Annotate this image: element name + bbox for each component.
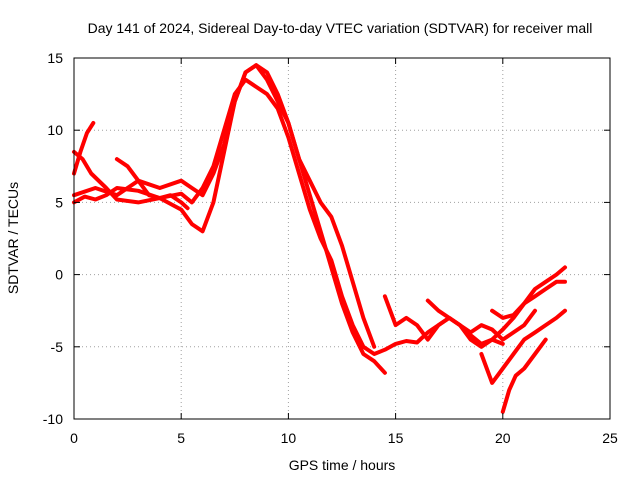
y-tick-label: 15 [47, 50, 63, 66]
y-tick-label: 10 [47, 122, 63, 138]
y-tick-label: 0 [55, 267, 63, 283]
plot-frame [73, 57, 611, 420]
x-axis-label: GPS time / hours [289, 457, 396, 473]
chart-title: Day 141 of 2024, Sidereal Day-to-day VTE… [88, 20, 593, 36]
x-tick-label: 15 [388, 430, 404, 446]
y-tick-label: -5 [51, 339, 64, 355]
y-tick-label: -10 [43, 411, 63, 427]
series-line-s9 [500, 337, 548, 414]
x-tick-label: 10 [281, 430, 297, 446]
y-axis-label: SDTVAR / TECUs [5, 182, 21, 294]
series-line-s3 [72, 121, 96, 176]
series-line-s10 [490, 279, 567, 320]
x-tick-label: 0 [70, 430, 78, 446]
grid [74, 58, 610, 419]
series-line-s5 [114, 157, 190, 211]
x-tick-label: 20 [495, 430, 511, 446]
y-tick-label: 5 [55, 194, 63, 210]
x-tick-label: 5 [177, 430, 185, 446]
x-tick-label: 25 [602, 430, 618, 446]
series-group [72, 63, 567, 414]
series-line-s7 [425, 265, 567, 349]
ticks: 0 5 10 15 20 25 15 10 5 0 -5 -10 [43, 50, 618, 446]
series-line-s4 [72, 63, 377, 349]
series-line-s8 [479, 308, 567, 385]
